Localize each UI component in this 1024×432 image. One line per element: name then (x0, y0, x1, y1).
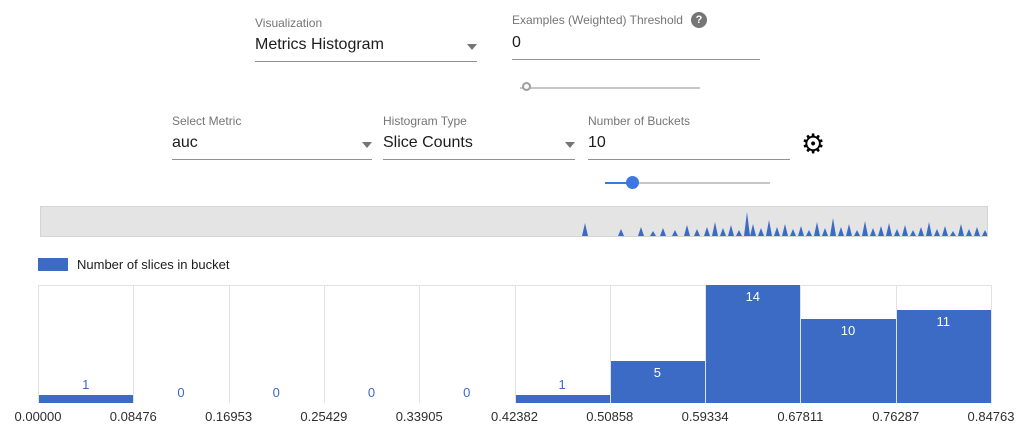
bar-value-label: 1 (558, 376, 566, 392)
bar-value-label: 10 (840, 322, 856, 338)
threshold-input[interactable]: 0 (512, 34, 521, 51)
gridline (895, 285, 897, 403)
metric-value: auc (172, 134, 198, 151)
gridline (323, 285, 325, 403)
buckets-slider-thumb[interactable] (626, 176, 639, 189)
metric-label: Select Metric (172, 114, 242, 128)
histogram-bar[interactable] (39, 394, 134, 403)
histogram-type-select[interactable]: Histogram Type Slice Counts (383, 114, 575, 160)
bar-value-label: 11 (936, 314, 951, 330)
gridline (228, 285, 230, 403)
threshold-field: Examples (Weighted) Threshold ? 0 (512, 12, 760, 60)
x-tick-label: 0.16953 (205, 409, 253, 424)
slices-overview-strip[interactable] (40, 206, 988, 237)
histogram-bar[interactable] (610, 360, 706, 403)
buckets-input[interactable]: 10 (588, 134, 606, 151)
legend-swatch (38, 258, 68, 271)
x-tick-label: 0.33905 (395, 409, 443, 424)
overview-sparkline (41, 212, 987, 236)
legend-label: Number of slices in bucket (77, 257, 230, 272)
x-tick-label: 0.76287 (872, 409, 920, 424)
chevron-down-icon (362, 142, 372, 148)
visualization-label: Visualization (255, 16, 323, 30)
x-tick-label: 0.50858 (586, 409, 634, 424)
bar-value-label: 0 (272, 385, 280, 400)
threshold-label: Examples (Weighted) Threshold (512, 13, 683, 27)
buckets-field: Number of Buckets 10 (588, 114, 790, 160)
histogram-bar[interactable] (896, 310, 991, 403)
x-tick-label: 0.08476 (109, 409, 157, 424)
histogram-bar[interactable] (801, 318, 896, 403)
chevron-down-icon (467, 44, 477, 50)
buckets-label: Number of Buckets (588, 114, 691, 128)
histogram-type-value: Slice Counts (383, 134, 473, 151)
settings-gear-icon[interactable]: ⚙ (801, 129, 826, 160)
visualization-select[interactable]: Visualization Metrics Histogram (255, 16, 477, 62)
gridline (133, 285, 135, 403)
visualization-value: Metrics Histogram (255, 36, 384, 53)
histogram-chart: 1 0 0 0 0 1 5 14 10 11 0.00000 0.08476 0.16953 0.2542… (0, 280, 1024, 432)
x-tick-label: 0.84763 (967, 409, 1015, 424)
buckets-slider-fill (605, 182, 632, 184)
threshold-slider-thumb[interactable] (522, 82, 531, 91)
histogram-bar[interactable] (706, 285, 801, 403)
threshold-slider[interactable] (520, 81, 700, 95)
bar-value-label: 5 (653, 364, 662, 380)
x-tick-label: 0.25429 (300, 409, 348, 424)
gridline (705, 285, 707, 403)
bar-value-label: 0 (177, 385, 185, 400)
bar-value-label: 0 (367, 385, 376, 400)
gridline (800, 285, 802, 403)
gridline (419, 285, 421, 403)
x-tick-label: 0.59334 (681, 409, 729, 424)
buckets-slider[interactable] (605, 176, 770, 190)
x-tick-label: 0.42382 (491, 409, 538, 424)
bar-value-label: 1 (82, 376, 90, 392)
buckets-slider-track (605, 182, 770, 184)
chevron-down-icon (565, 142, 575, 148)
help-icon[interactable]: ? (690, 12, 707, 28)
x-tick-label: 0.00000 (14, 409, 62, 424)
threshold-slider-track (520, 87, 700, 89)
gridline (609, 285, 611, 403)
gridline (38, 285, 39, 403)
histogram-type-label: Histogram Type (383, 114, 467, 128)
x-tick-label: 0.67811 (777, 409, 824, 424)
legend: Number of slices in bucket (38, 257, 229, 272)
gridline (514, 285, 516, 403)
metric-select[interactable]: Select Metric auc (172, 114, 372, 160)
gridline (991, 285, 992, 403)
histogram-bar[interactable] (515, 394, 610, 403)
bar-value-label: 0 (463, 385, 471, 400)
bar-value-label: 14 (745, 289, 761, 304)
